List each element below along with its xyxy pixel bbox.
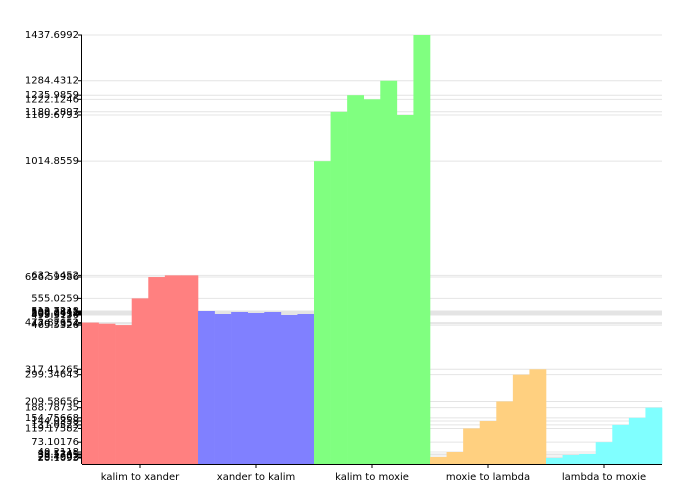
y-tick-label: 317.41265 <box>25 364 79 375</box>
x-tick-label: lambda to moxie <box>562 472 646 483</box>
y-tick-label: 473.87652 <box>25 318 79 329</box>
bar <box>363 99 381 464</box>
y-tick-label: 1180.2897 <box>25 107 79 118</box>
bar <box>479 421 497 464</box>
y-tick-label: 1014.8559 <box>25 156 79 167</box>
bar <box>579 453 597 464</box>
bar <box>380 80 398 464</box>
y-tick-label: 299.34643 <box>25 370 79 381</box>
y-tick-label: 506.0412 <box>31 308 79 319</box>
bar <box>247 313 265 464</box>
bar <box>164 275 182 464</box>
y-tick-label: 1437.6992 <box>25 30 79 41</box>
y-tick-label: 119.17582 <box>25 423 79 434</box>
y-tick-label: 144.0358 <box>31 416 79 427</box>
bar <box>645 407 663 464</box>
bar <box>231 312 249 464</box>
bar <box>115 325 133 464</box>
y-tick-label: 470.2354 <box>31 319 79 330</box>
y-tick-label: 209.58656 <box>25 396 79 407</box>
bar <box>314 161 331 465</box>
bar <box>148 277 166 464</box>
y-tick-label: 20.1093 <box>38 453 79 464</box>
bar <box>546 457 563 464</box>
bar <box>297 313 315 464</box>
bar <box>512 374 530 464</box>
y-tick-label: 1284.4312 <box>25 76 79 87</box>
y-tick-label: 502.6934 <box>31 309 79 320</box>
y-tick-label: 626.59986 <box>25 272 79 283</box>
y-tick-label: 465.5326 <box>31 320 79 331</box>
y-tick-label: 632.1452 <box>31 270 79 281</box>
y-tick-label: 73.10176 <box>31 437 79 448</box>
y-tick-label: 131.0523 <box>31 420 79 431</box>
bar <box>181 275 199 464</box>
bar <box>430 456 447 464</box>
bar <box>612 424 630 464</box>
bar <box>529 369 547 464</box>
y-tick-label: 154.75668 <box>25 413 79 424</box>
y-tick-label: 1222.1246 <box>25 94 79 105</box>
bar <box>396 114 414 465</box>
bar <box>446 452 464 464</box>
bar <box>98 323 116 464</box>
x-tick-label: xander to kalim <box>217 472 295 483</box>
bar <box>264 312 282 464</box>
y-tick-label: 40.2118 <box>38 447 79 458</box>
x-tick-label: moxie to lambda <box>446 472 530 483</box>
bar <box>628 417 646 464</box>
x-tick-label: kalim to moxie <box>335 472 409 483</box>
bar <box>463 428 481 464</box>
y-tick-label: 23.4902 <box>38 452 79 463</box>
y-tick-label: 509.3841 <box>31 307 79 318</box>
y-tick-label: 499.3156 <box>31 310 79 321</box>
bar <box>562 454 580 464</box>
bar <box>198 311 215 464</box>
bar <box>496 401 514 464</box>
bar <box>413 35 431 464</box>
y-tick-label: 1235.9859 <box>25 90 79 101</box>
bar <box>131 298 149 464</box>
bar <box>595 442 613 464</box>
y-tick-label: 30.1705 <box>38 450 79 461</box>
y-tick-label: 1169.6793 <box>25 110 79 121</box>
y-tick-label: 33.5241 <box>38 449 79 460</box>
bar <box>214 313 232 464</box>
y-tick-label: 555.0259 <box>31 293 79 304</box>
y-tick-label: 512.7218 <box>31 306 79 317</box>
y-tick-label: 188.78735 <box>25 403 79 414</box>
bar <box>330 111 348 465</box>
bar <box>347 95 365 464</box>
bar <box>280 315 298 464</box>
bar <box>82 322 99 464</box>
x-tick-label: kalim to xander <box>101 472 180 483</box>
